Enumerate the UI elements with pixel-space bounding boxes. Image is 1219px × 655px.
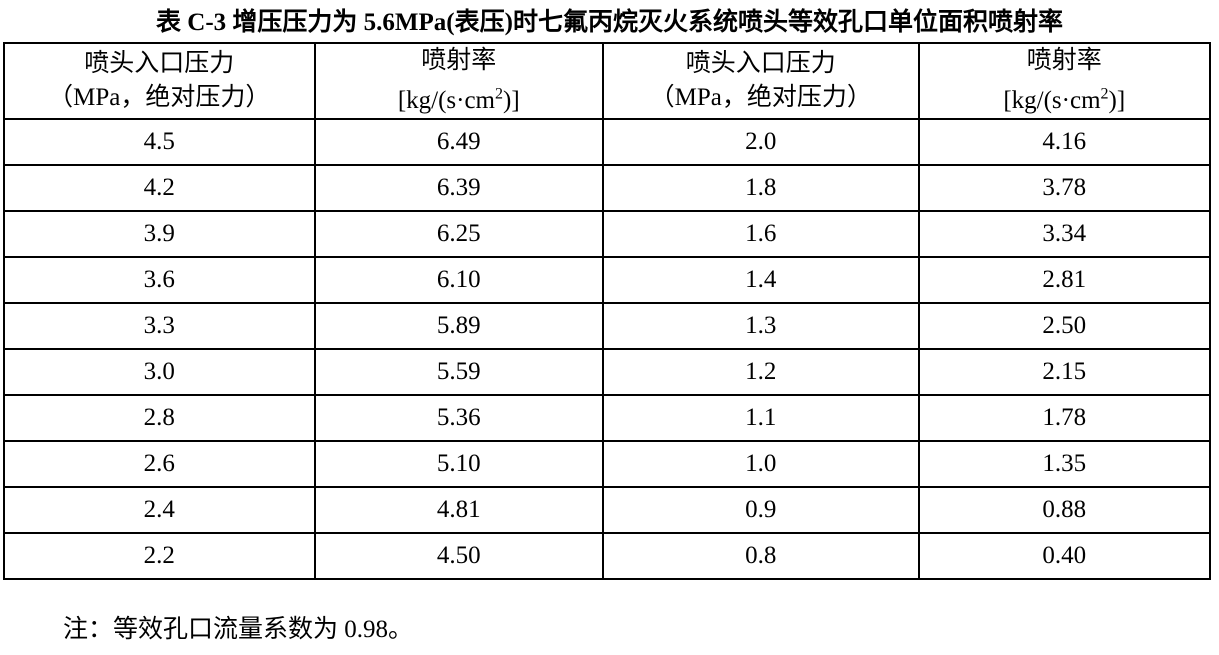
table-title: 表 C-3 增压压力为 5.6MPa(表压)时七氟丙烷灭火系统喷头等效孔口单位面… — [156, 9, 1063, 36]
header-label: 喷头入口压力 — [84, 50, 235, 78]
table-cell: 4.50 — [313, 532, 604, 581]
table-cell: 6.10 — [313, 256, 604, 305]
table-cell: 6.39 — [313, 164, 604, 213]
table-row: 3.0 5.59 1.2 2.15 — [3, 348, 1212, 397]
table-note: 注：等效孔口流量系数为 0.98。 — [63, 616, 414, 643]
table-cell: 6.49 — [313, 118, 604, 167]
table-cell: 1.8 — [601, 164, 920, 213]
table-cell: 1.3 — [601, 302, 920, 351]
table-cell: 5.10 — [313, 440, 604, 489]
table-cell: 0.88 — [917, 486, 1212, 535]
table-cell: 2.2 — [3, 532, 316, 581]
table-cell: 2.15 — [917, 348, 1212, 397]
table-cell: 1.35 — [917, 440, 1212, 489]
header-inlet-pressure-left: 喷头入口压力 （MPa，绝对压力） — [3, 41, 316, 121]
table-cell: 1.0 — [601, 440, 920, 489]
table-cell: 5.36 — [313, 394, 604, 443]
table-cell: 2.81 — [917, 256, 1212, 305]
table-cell: 2.50 — [917, 302, 1212, 351]
header-unit: [kg/(s·cm2)] — [1003, 86, 1126, 115]
table-row: 4.2 6.39 1.8 3.78 — [3, 164, 1212, 213]
table-cell: 0.8 — [601, 532, 920, 581]
table-cell: 3.34 — [917, 210, 1212, 259]
header-label: 喷射率 — [1026, 47, 1102, 74]
table-cell: 1.4 — [601, 256, 920, 305]
table-cell: 3.3 — [3, 302, 316, 351]
header-unit: （MPa，绝对压力） — [649, 84, 872, 112]
table-cell: 1.78 — [917, 394, 1212, 443]
header-inlet-pressure-right: 喷头入口压力 （MPa，绝对压力） — [601, 41, 920, 121]
table-cell: 4.5 — [3, 118, 316, 167]
table-row: 4.5 6.49 2.0 4.16 — [3, 118, 1212, 167]
table-row: 3.3 5.89 1.3 2.50 — [3, 302, 1212, 351]
table-row: 2.2 4.50 0.8 0.40 — [3, 532, 1212, 581]
table-cell: 0.40 — [917, 532, 1212, 581]
table-cell: 3.9 — [3, 210, 316, 259]
table-cell: 4.2 — [3, 164, 316, 213]
table-cell: 3.0 — [3, 348, 316, 397]
table-cell: 1.2 — [601, 348, 920, 397]
table-row: 3.9 6.25 1.6 3.34 — [3, 210, 1212, 259]
header-spray-rate-left: 喷射率 [kg/(s·cm2)] — [313, 41, 604, 121]
table-cell: 5.59 — [313, 348, 604, 397]
header-label: 喷头入口压力 — [685, 50, 836, 78]
table-cell: 1.6 — [601, 210, 920, 259]
header-label: 喷射率 — [421, 47, 497, 74]
table-row: 3.6 6.10 1.4 2.81 — [3, 256, 1212, 305]
spray-rate-table: 喷头入口压力 （MPa，绝对压力） 喷射率 [kg/(s·cm2)] 喷头入口压… — [3, 41, 1212, 581]
table-cell: 4.81 — [313, 486, 604, 535]
header-unit: [kg/(s·cm2)] — [397, 86, 520, 115]
table-cell: 5.89 — [313, 302, 604, 351]
table-cell: 2.4 — [3, 486, 316, 535]
table-cell: 2.6 — [3, 440, 316, 489]
table-cell: 2.8 — [3, 394, 316, 443]
table-row: 2.6 5.10 1.0 1.35 — [3, 440, 1212, 489]
table-cell: 6.25 — [313, 210, 604, 259]
header-unit: （MPa，绝对压力） — [48, 84, 271, 112]
table-cell: 3.78 — [917, 164, 1212, 213]
table-cell: 3.6 — [3, 256, 316, 305]
table-cell: 4.16 — [917, 118, 1212, 167]
header-spray-rate-right: 喷射率 [kg/(s·cm2)] — [917, 41, 1212, 121]
table-row: 2.4 4.81 0.9 0.88 — [3, 486, 1212, 535]
table-row: 2.8 5.36 1.1 1.78 — [3, 394, 1212, 443]
table-cell: 2.0 — [601, 118, 920, 167]
table-cell: 1.1 — [601, 394, 920, 443]
table-header-row: 喷头入口压力 （MPa，绝对压力） 喷射率 [kg/(s·cm2)] 喷头入口压… — [3, 41, 1212, 121]
table-cell: 0.9 — [601, 486, 920, 535]
